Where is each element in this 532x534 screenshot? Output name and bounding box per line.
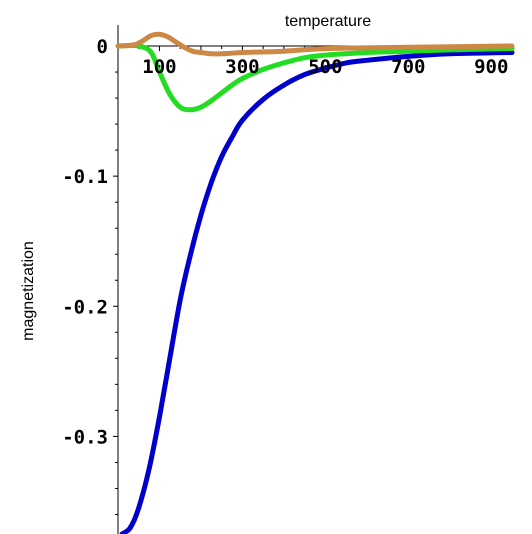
series-line-3 <box>115 31 515 57</box>
x-tick-label: 100 <box>142 56 176 78</box>
series-layer <box>115 31 515 534</box>
y-tick-label: -0.3 <box>62 426 108 448</box>
y-tick-label: -0.1 <box>62 166 108 188</box>
x-tick-label: 300 <box>225 56 259 78</box>
y-tick-label: -0.2 <box>62 296 108 318</box>
x-axis-title: temperature <box>285 13 371 30</box>
x-tick-label: 900 <box>474 56 508 78</box>
labels-layer: 100 300 500 700 900 0 -0.1 -0.2 -0.3 <box>62 36 508 448</box>
series-line-1 <box>119 50 515 534</box>
x-tick-label: 700 <box>391 56 425 78</box>
y-tick-label: 0 <box>97 36 108 58</box>
y-axis-title: magnetization <box>20 241 37 341</box>
x-tick-label: 500 <box>308 56 342 78</box>
series-line-2 <box>115 43 515 113</box>
